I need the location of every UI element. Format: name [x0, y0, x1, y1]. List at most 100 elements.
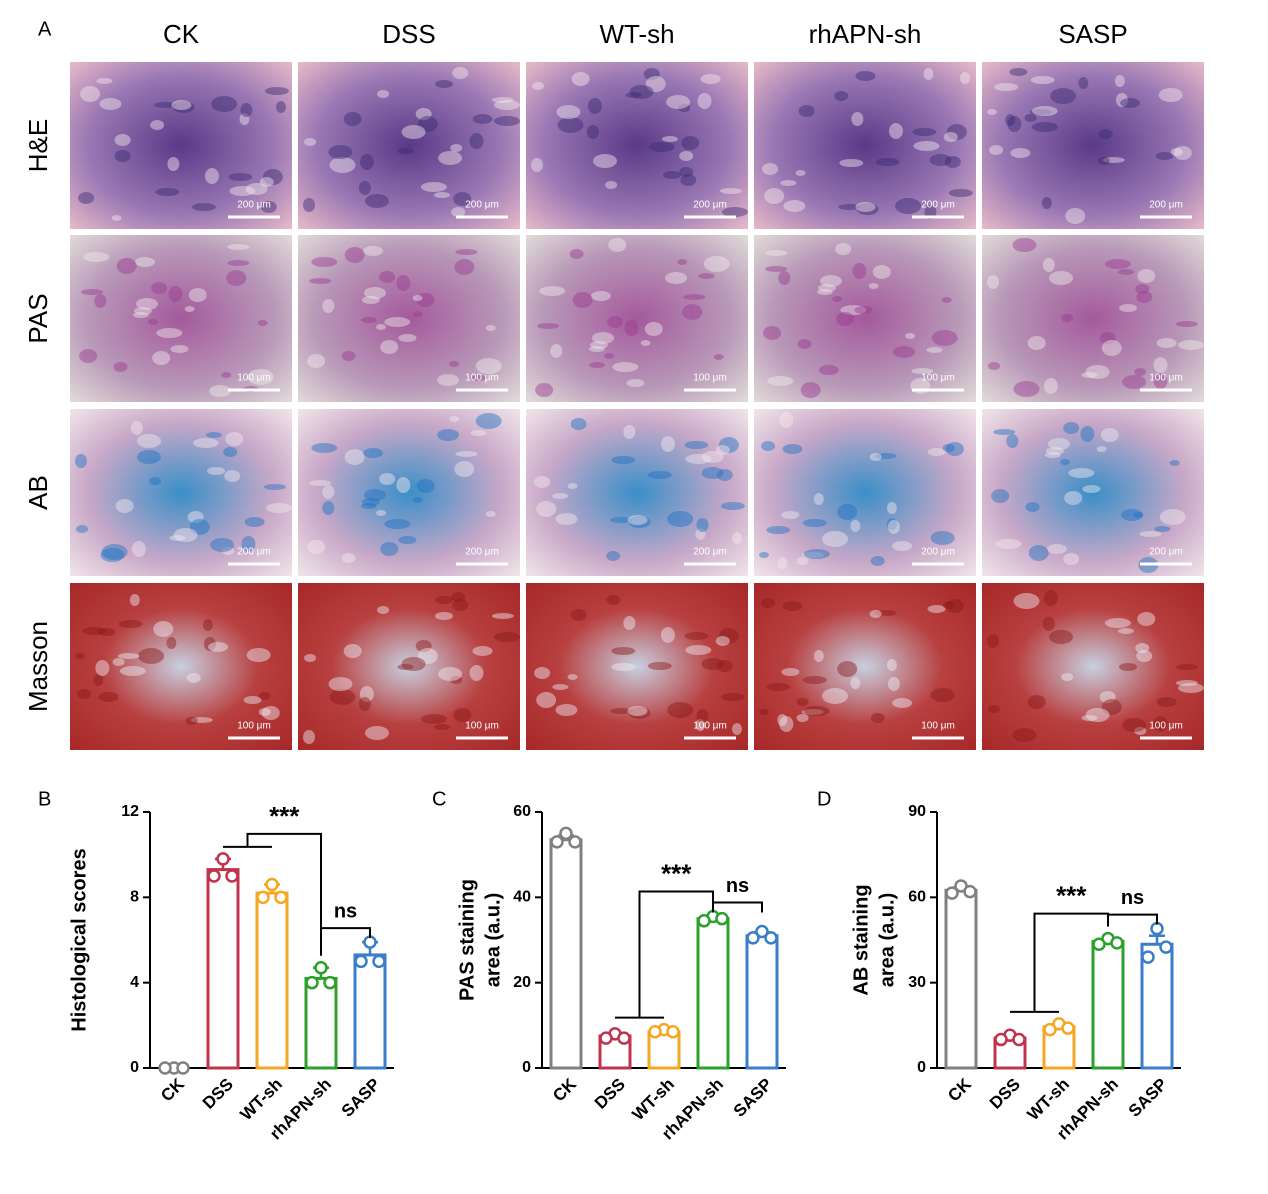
tissue-texture — [893, 346, 916, 358]
tissue-texture — [435, 596, 454, 604]
y-axis-label: area (a.u.) — [482, 893, 504, 987]
histology-image — [982, 235, 1204, 402]
tissue-texture — [624, 320, 639, 336]
tissue-texture — [567, 483, 578, 489]
tissue-texture — [396, 477, 411, 493]
tissue-texture — [1175, 321, 1198, 327]
tissue-texture — [779, 716, 794, 732]
row-label: Masson — [23, 621, 53, 712]
tissue-texture — [569, 249, 584, 259]
data-point — [1150, 921, 1164, 936]
tissue-texture — [1027, 695, 1046, 709]
tissue-texture — [777, 714, 788, 726]
tissue-texture — [888, 123, 903, 139]
tissue-texture — [959, 72, 970, 84]
tissue-texture — [586, 125, 599, 139]
tissue-texture — [535, 383, 554, 397]
panel-label: D — [817, 788, 831, 810]
tissue-texture — [1025, 502, 1040, 512]
scale-bar-label: 100 μm — [1149, 373, 1183, 384]
data-point — [1141, 950, 1155, 964]
tissue-texture — [75, 454, 87, 468]
scale-bar-label: 100 μm — [1149, 721, 1183, 732]
tissue-texture — [1117, 269, 1134, 275]
tissue-texture — [450, 676, 463, 684]
tissue-texture — [244, 517, 265, 527]
tissue-texture — [377, 606, 390, 614]
tissue-texture — [449, 416, 460, 422]
y-tick-label: 0 — [130, 1059, 139, 1076]
tissue-texture — [1137, 269, 1156, 283]
tissue-texture — [437, 429, 460, 441]
tissue-texture — [225, 432, 244, 446]
tissue-texture — [800, 382, 821, 398]
tissue-texture — [886, 502, 897, 514]
tissue-texture — [328, 145, 353, 159]
tissue-texture — [555, 704, 578, 716]
data-point — [265, 877, 279, 892]
tissue-texture — [993, 429, 1016, 435]
tissue-texture — [1044, 452, 1061, 458]
tissue-texture — [77, 689, 92, 699]
tissue-texture — [438, 151, 463, 165]
tissue-texture — [777, 557, 788, 569]
tissue-texture — [398, 334, 417, 342]
data-point — [568, 835, 582, 849]
tissue-texture — [813, 493, 824, 505]
tissue-texture — [208, 642, 229, 652]
significance-label: *** — [269, 801, 300, 831]
tissue-texture — [240, 103, 253, 117]
tissue-texture — [923, 68, 934, 80]
tissue-texture — [570, 418, 587, 430]
tissue-texture — [697, 93, 712, 109]
tissue-texture — [79, 349, 98, 363]
tissue-texture — [887, 677, 900, 691]
tissue-texture — [376, 324, 387, 330]
tissue-texture — [557, 117, 584, 133]
data-point — [256, 890, 270, 905]
tissue-texture — [1175, 664, 1198, 670]
tissue-texture — [660, 436, 675, 452]
tissue-texture — [682, 304, 703, 320]
tissue-texture — [311, 443, 338, 453]
tissue-texture — [679, 151, 694, 161]
tissue-texture — [868, 283, 879, 289]
tissue-texture — [1122, 718, 1147, 732]
tissue-texture — [905, 333, 916, 339]
tissue-texture — [588, 346, 605, 352]
tissue-texture — [695, 719, 706, 731]
tissue-texture — [627, 706, 648, 716]
tissue-texture — [1173, 146, 1192, 160]
tissue-texture — [341, 351, 356, 361]
tissue-texture — [1156, 338, 1177, 348]
tissue-texture — [781, 511, 800, 519]
tissue-texture — [152, 351, 171, 365]
histology-image — [298, 62, 520, 229]
tissue-texture — [246, 648, 271, 662]
tissue-texture — [626, 379, 645, 387]
histology-image — [526, 409, 748, 576]
tissue-texture — [931, 330, 958, 346]
tissue-texture — [695, 528, 706, 540]
tissue-texture — [113, 362, 128, 372]
data-point — [158, 1061, 172, 1075]
histology-image — [70, 583, 292, 750]
data-point — [963, 884, 977, 899]
tissue-texture — [303, 198, 315, 212]
y-axis-label: PAS staining — [456, 879, 478, 1001]
tissue-texture — [718, 437, 739, 453]
significance-label: ns — [1121, 887, 1144, 909]
tissue-texture — [605, 181, 618, 189]
tissue-texture — [433, 724, 450, 730]
tissue-texture — [856, 203, 879, 215]
tissue-texture — [260, 201, 277, 213]
tissue-texture — [681, 136, 700, 150]
tissue-texture — [94, 294, 107, 308]
x-tick-label: SASP — [730, 1075, 776, 1121]
tissue-texture — [1153, 373, 1168, 389]
tissue-texture — [628, 707, 651, 719]
tissue-texture — [311, 257, 338, 267]
data-point — [274, 890, 288, 905]
tissue-texture — [97, 628, 116, 636]
x-tick-label: DSS — [591, 1075, 629, 1113]
